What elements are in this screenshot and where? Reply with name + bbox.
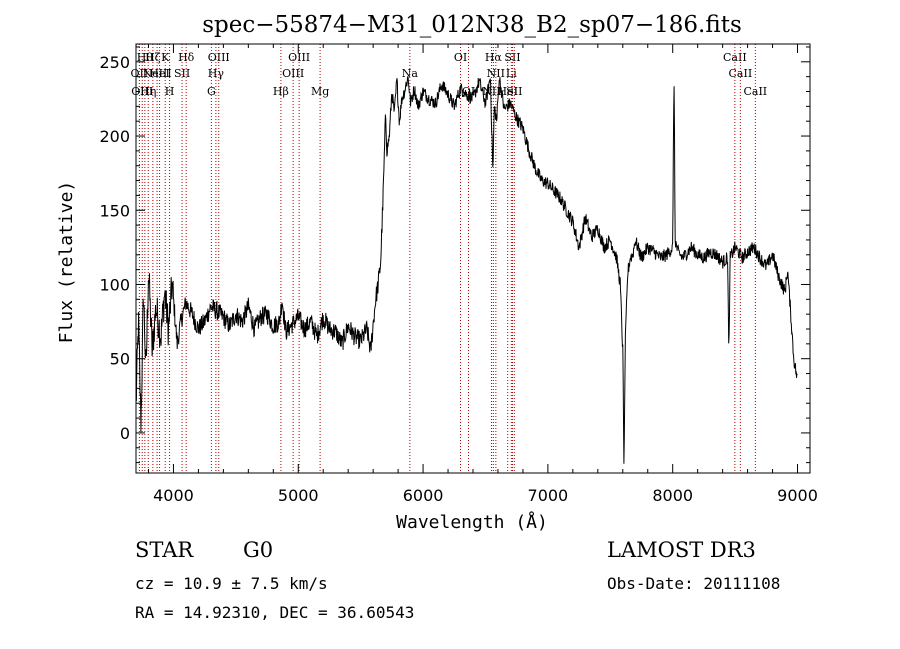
- x-tick-label: 4000: [153, 486, 194, 505]
- x-tick-label: 5000: [278, 486, 319, 505]
- survey-name: LAMOST DR3: [607, 538, 756, 562]
- line-marker-label: Na: [402, 67, 419, 80]
- line-marker-label: Hζ: [145, 51, 161, 64]
- y-tick-label: 50: [110, 350, 130, 369]
- x-axis-label: Wavelength (Å): [396, 511, 548, 533]
- x-tick-label: 7000: [528, 486, 569, 505]
- line-marker-label: Hγ: [208, 67, 225, 80]
- y-tick-label: 150: [99, 201, 130, 220]
- line-marker-label: G: [207, 85, 216, 98]
- line-marker-label: CaII: [723, 51, 747, 64]
- line-marker-label: Hα: [485, 51, 503, 64]
- line-marker-label: SII: [504, 51, 520, 64]
- redshift-cz: cz = 10.9 ± 7.5 km/s: [135, 574, 328, 593]
- line-marker-label: OI: [454, 51, 467, 64]
- axes: 4000 5000 6000 7000 8000 9000 0 50 100 150 200 250: [99, 44, 818, 505]
- line-marker-label: OIII: [208, 51, 230, 64]
- line-marker-label: NII: [487, 67, 505, 80]
- y-tick-label: 100: [99, 275, 130, 294]
- x-tick-label: 8000: [652, 486, 693, 505]
- line-marker-label: OIII: [288, 51, 310, 64]
- line-marker-label: Hη: [140, 85, 156, 98]
- line-marker-label: SII: [506, 85, 522, 98]
- sky-coordinates: RA = 14.92310, DEC = 36.60543: [135, 603, 415, 622]
- y-tick-label: 0: [120, 424, 130, 443]
- plot-frame: [135, 43, 811, 474]
- line-marker-label: CaII: [729, 67, 753, 80]
- line-marker-label: NeIII: [143, 67, 172, 80]
- line-marker-label: H: [165, 85, 175, 98]
- line-marker-label: Hβ: [273, 85, 289, 98]
- y-tick-label: 200: [99, 127, 130, 146]
- line-marker-label: Li: [506, 67, 517, 80]
- line-marker-label: Mg: [311, 85, 329, 98]
- line-marker-label: CaII: [743, 85, 767, 98]
- line-marker-label: OIII: [131, 85, 153, 98]
- y-tick-label: 250: [99, 53, 130, 72]
- spectrum-line: [135, 76, 798, 464]
- line-marker-label: SII: [174, 67, 190, 80]
- observation-date: Obs-Date: 20111108: [607, 574, 781, 593]
- line-marker-label: Hθ: [137, 51, 154, 64]
- y-axis-label: Flux (relative): [56, 181, 77, 344]
- x-tick-label: 9000: [777, 486, 818, 505]
- chart-title: spec−55874−M31_012N38_B2_sp07−186.fits: [202, 12, 742, 38]
- spectrum-layer: [135, 76, 798, 464]
- line-marker-label: OIII: [282, 67, 304, 80]
- object-class: STAR: [135, 538, 194, 562]
- line-marker-label: OII: [131, 67, 149, 80]
- line-marker-label: HeI: [149, 67, 169, 80]
- object-subclass: G0: [243, 538, 274, 562]
- line-marker-label: K: [161, 51, 170, 64]
- x-tick-label: 6000: [403, 486, 444, 505]
- line-marker-label: Hδ: [178, 51, 195, 64]
